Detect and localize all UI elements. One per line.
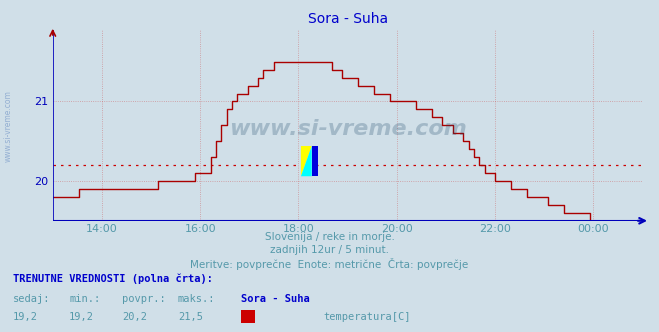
Text: Sora - Suha: Sora - Suha	[241, 294, 309, 304]
Text: 19,2: 19,2	[13, 312, 38, 322]
Title: Sora - Suha: Sora - Suha	[308, 12, 387, 26]
Text: 20,2: 20,2	[122, 312, 147, 322]
Text: maks.:: maks.:	[178, 294, 215, 304]
Text: min.:: min.:	[69, 294, 100, 304]
Text: Slovenija / reke in morje.: Slovenija / reke in morje.	[264, 232, 395, 242]
Polygon shape	[301, 146, 312, 176]
Text: zadnjih 12ur / 5 minut.: zadnjih 12ur / 5 minut.	[270, 245, 389, 255]
Text: 21,5: 21,5	[178, 312, 203, 322]
Text: www.si-vreme.com: www.si-vreme.com	[3, 90, 13, 162]
Text: sedaj:: sedaj:	[13, 294, 51, 304]
Bar	[312, 146, 318, 176]
Text: povpr.:: povpr.:	[122, 294, 165, 304]
Text: Meritve: povprečne  Enote: metrične  Črta: povprečje: Meritve: povprečne Enote: metrične Črta:…	[190, 258, 469, 270]
Polygon shape	[301, 146, 312, 176]
Text: www.si-vreme.com: www.si-vreme.com	[229, 119, 467, 139]
Text: 19,2: 19,2	[69, 312, 94, 322]
Text: temperatura[C]: temperatura[C]	[323, 312, 411, 322]
Text: TRENUTNE VREDNOSTI (polna črta):: TRENUTNE VREDNOSTI (polna črta):	[13, 274, 213, 285]
